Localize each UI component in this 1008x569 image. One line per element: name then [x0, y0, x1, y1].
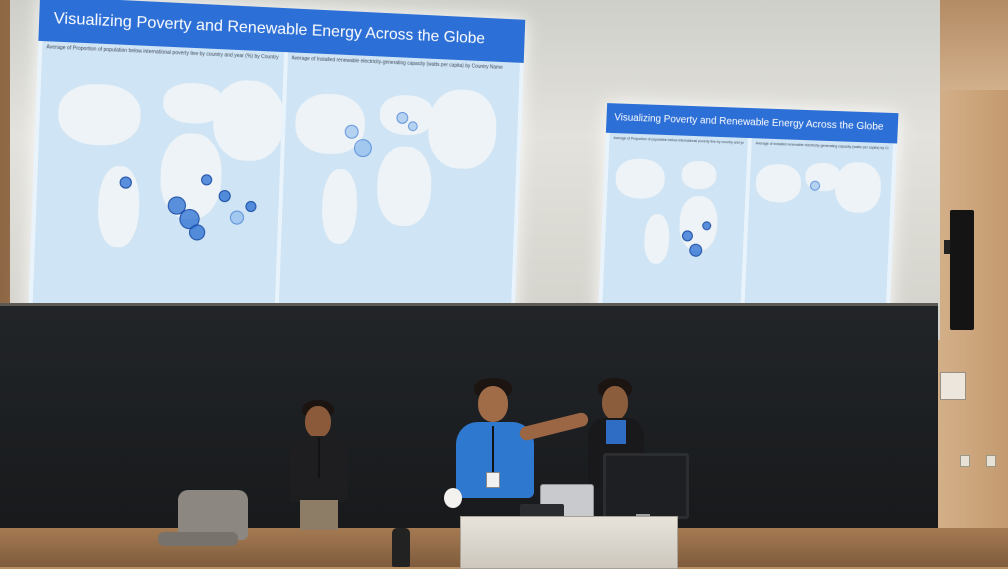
- legs: [300, 500, 338, 530]
- wall-outlet: [960, 455, 970, 467]
- data-bubble: [407, 121, 417, 131]
- land-north-america: [57, 83, 141, 147]
- lanyard: [318, 438, 320, 478]
- wall-speaker: [950, 210, 974, 330]
- land-asia: [834, 161, 882, 213]
- desk-lamp: [444, 488, 462, 508]
- poverty-map-caption: Average of Proportion of population belo…: [613, 136, 743, 145]
- land-asia: [212, 79, 284, 162]
- map-panels: Average of Proportion of population belo…: [28, 41, 524, 327]
- land-north-america: [755, 163, 802, 203]
- land-south-america: [643, 214, 670, 265]
- poverty-map: Average of Proportion of population belo…: [32, 41, 283, 317]
- wall-sign: [940, 372, 966, 400]
- head: [305, 406, 331, 438]
- land-north-america: [615, 158, 666, 200]
- data-bubble: [218, 190, 231, 202]
- head: [478, 386, 508, 422]
- name-badge: [486, 472, 500, 488]
- data-bubble: [230, 210, 245, 224]
- land-africa: [375, 146, 432, 227]
- chair: [158, 490, 250, 560]
- land-africa: [678, 195, 718, 251]
- land-south-america: [320, 169, 357, 245]
- head: [602, 386, 628, 420]
- lanyard: [492, 426, 494, 472]
- podium: [460, 516, 678, 569]
- projection-screen-left: Visualizing Poverty and Renewable Energy…: [28, 0, 525, 327]
- data-bubble: [396, 112, 408, 124]
- pointing-arm: [518, 411, 589, 442]
- renewable-map: Average of Installed renewable electrici…: [278, 52, 520, 323]
- renewable-map-caption: Average of Installed renewable electrici…: [756, 141, 889, 150]
- data-bubble: [353, 139, 371, 158]
- monitor: [603, 453, 689, 519]
- data-bubble: [689, 243, 702, 257]
- wall-outlet: [986, 455, 996, 467]
- data-bubble: [189, 224, 206, 241]
- data-bubble: [344, 124, 358, 138]
- water-bottle: [392, 528, 410, 567]
- land-asia: [426, 88, 497, 170]
- presenter-left: [290, 398, 360, 538]
- land-europe: [681, 160, 717, 189]
- land-south-america: [97, 165, 141, 247]
- chair-seat: [158, 532, 238, 546]
- data-bubble: [245, 201, 256, 212]
- t-shirt: [606, 420, 626, 444]
